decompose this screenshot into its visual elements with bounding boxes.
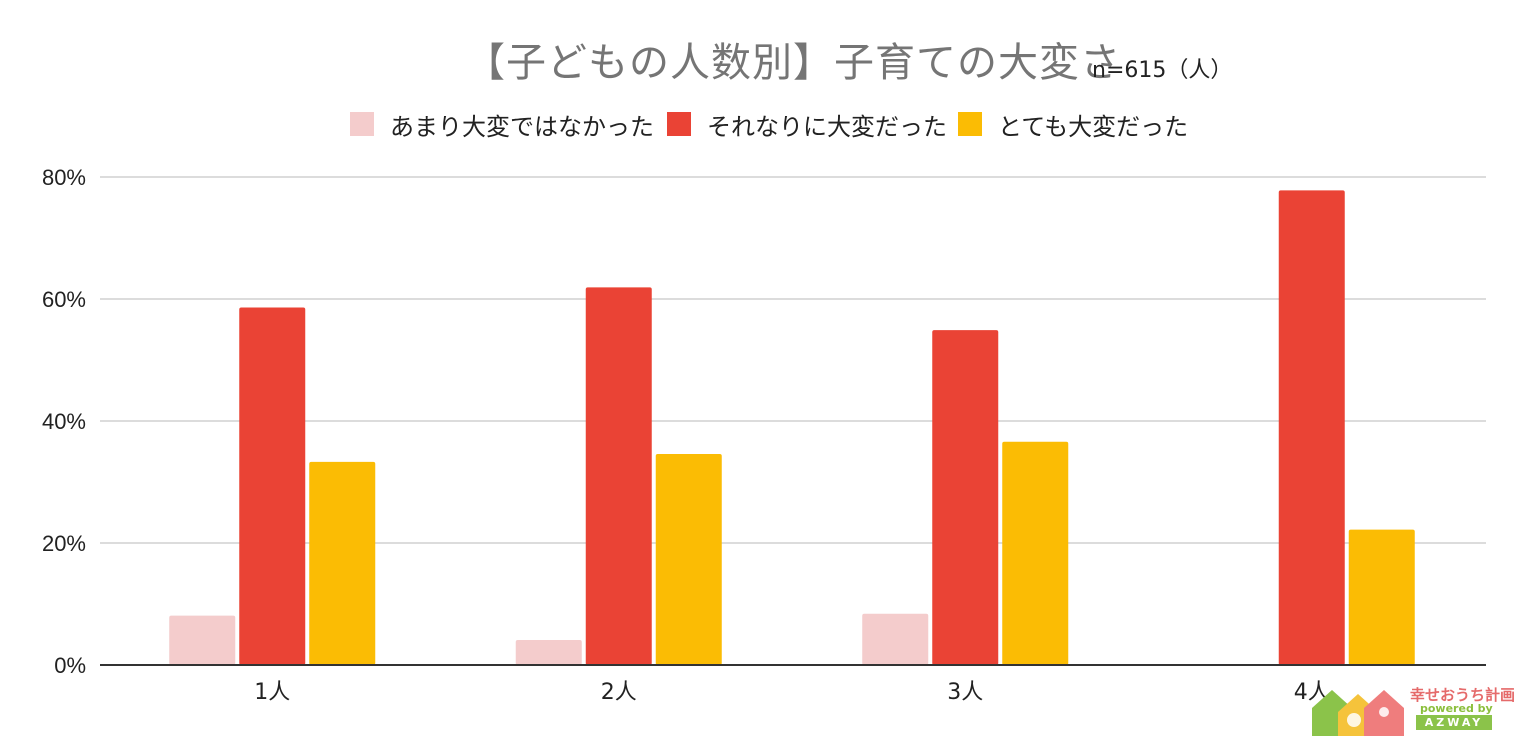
x-tick-label: 3人: [947, 680, 983, 705]
legend-swatch-somewhat-hard: [667, 112, 691, 136]
x-tick-label: 1人: [254, 680, 290, 705]
logo-brand: AZWAY: [1416, 715, 1492, 730]
y-tick-label: 80%: [42, 165, 86, 190]
bar-not-hard: [862, 613, 929, 665]
y-tick-label: 0%: [54, 653, 86, 678]
y-tick-label: 60%: [42, 287, 86, 312]
legend-swatch-not-hard: [350, 112, 374, 136]
bar-very-hard: [1002, 441, 1069, 665]
bar-not-hard: [169, 615, 236, 665]
bar-very-hard: [1348, 529, 1415, 665]
bar-not-hard: [515, 639, 582, 665]
legend-item-not-hard: あまり大変ではなかった: [350, 110, 654, 141]
sample-size-note: n=615（人）: [1092, 58, 1233, 83]
company-logo: 幸せおうち計画 powered by AZWAY: [1308, 682, 1518, 740]
legend-item-somewhat-hard: それなりに大変だった: [667, 110, 947, 141]
logo-name: 幸せおうち計画: [1410, 686, 1516, 704]
y-tick-label: 40%: [42, 409, 86, 434]
legend-label-very-hard: とても大変だった: [998, 112, 1189, 141]
bar-somewhat-hard: [932, 330, 999, 665]
bar-somewhat-hard: [585, 287, 652, 665]
logo-powered-by: powered by: [1420, 702, 1493, 715]
bar-somewhat-hard: [239, 307, 306, 665]
legend-label-not-hard: あまり大変ではなかった: [390, 112, 654, 141]
bar-somewhat-hard: [1278, 190, 1345, 666]
legend-label-somewhat-hard: それなりに大変だった: [707, 112, 947, 141]
bar-very-hard: [655, 453, 722, 665]
house-logo-icon: [1312, 690, 1404, 736]
x-tick-label: 2人: [601, 680, 637, 705]
legend-swatch-very-hard: [958, 112, 982, 136]
bar-very-hard: [309, 461, 376, 665]
y-tick-label: 20%: [42, 531, 86, 556]
legend-item-very-hard: とても大変だった: [958, 110, 1188, 141]
chart-title: 【子どもの人数別】子育ての大変さ: [465, 40, 1121, 86]
